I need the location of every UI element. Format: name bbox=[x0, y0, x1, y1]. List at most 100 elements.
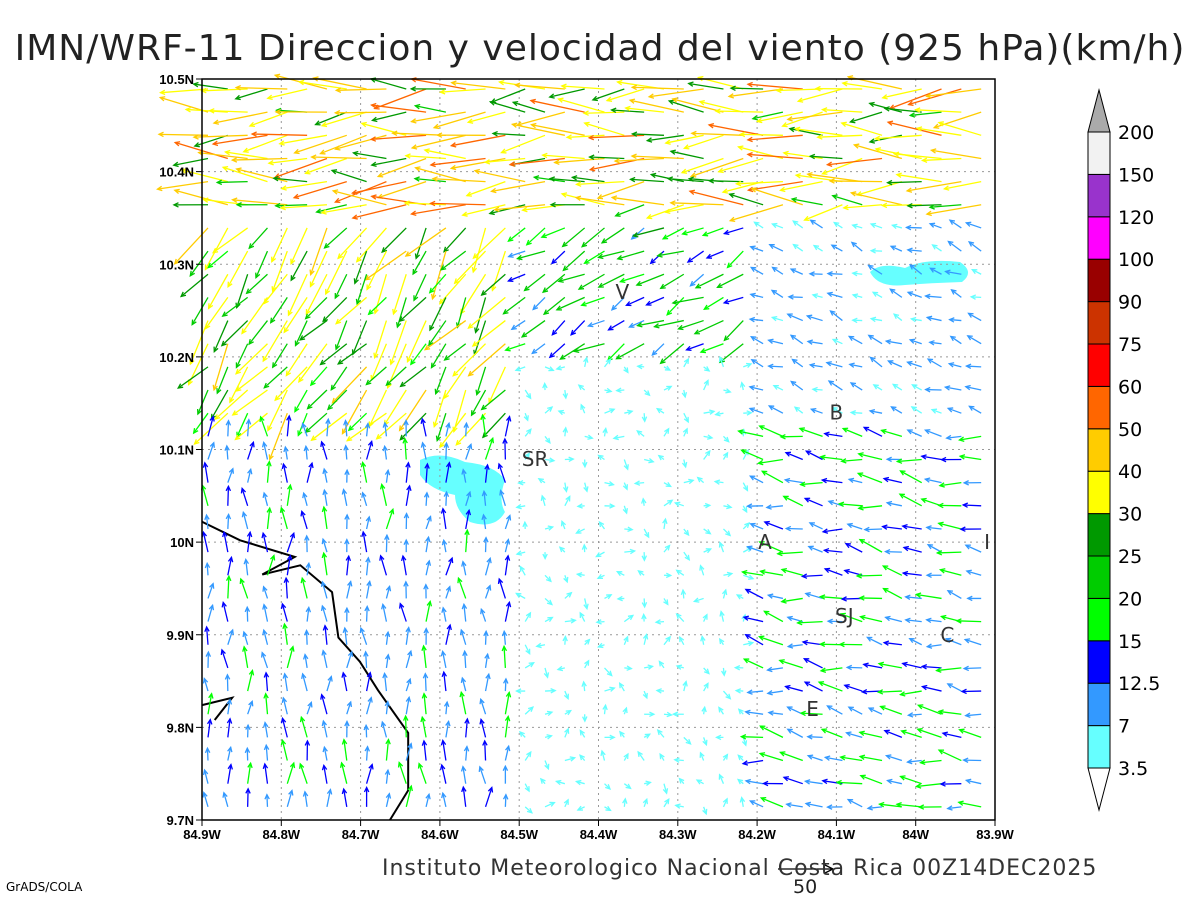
wind-arrow bbox=[443, 441, 450, 460]
wind-arrow bbox=[800, 573, 823, 579]
wind-arrow bbox=[937, 709, 962, 715]
wind-arrow bbox=[781, 111, 823, 128]
wind-arrow bbox=[582, 459, 588, 469]
wind-arrow bbox=[653, 319, 684, 329]
wind-arrow bbox=[365, 763, 374, 784]
wind-arrow bbox=[563, 798, 569, 808]
wind-arrow bbox=[405, 742, 413, 761]
wind-arrow bbox=[584, 434, 594, 440]
y-tick-label: 9.8N bbox=[167, 720, 194, 735]
wind-arrow bbox=[227, 467, 235, 483]
wind-arrow bbox=[655, 407, 665, 414]
wind-arrow bbox=[624, 665, 633, 671]
wind-arrow bbox=[692, 597, 704, 603]
wind-arrow bbox=[572, 343, 605, 353]
wind-arrow bbox=[376, 181, 427, 199]
wind-arrow bbox=[728, 204, 784, 223]
wind-arrow bbox=[465, 181, 506, 197]
wind-arrow bbox=[901, 524, 922, 530]
wind-arrow bbox=[241, 510, 249, 530]
wind-arrow bbox=[700, 635, 706, 645]
wind-arrow bbox=[623, 459, 629, 471]
wind-arrow bbox=[878, 801, 902, 808]
wind-arrow bbox=[767, 363, 783, 370]
wind-arrow bbox=[736, 778, 744, 785]
wind-arrow bbox=[722, 528, 732, 537]
wind-arrow bbox=[544, 710, 554, 717]
wind-arrow bbox=[402, 714, 409, 738]
wind-arrow bbox=[365, 440, 374, 460]
wind-arrow bbox=[675, 612, 685, 623]
wind-arrow bbox=[642, 797, 649, 808]
wind-arrow bbox=[776, 550, 803, 557]
wind-arrow bbox=[247, 440, 255, 460]
wind-arrow bbox=[920, 684, 942, 692]
wind-arrow bbox=[263, 721, 269, 738]
wind-arrow bbox=[331, 189, 387, 206]
wind-arrow bbox=[532, 175, 565, 183]
wind-arrow bbox=[212, 343, 229, 392]
wind-arrow bbox=[812, 244, 823, 252]
wind-arrow bbox=[838, 641, 863, 648]
wind-arrow bbox=[713, 479, 724, 485]
wind-arrow bbox=[350, 180, 407, 195]
wind-arrow bbox=[549, 201, 585, 208]
wind-arrow bbox=[409, 343, 427, 366]
wind-arrow bbox=[320, 580, 328, 599]
wind-arrow bbox=[701, 227, 724, 237]
wind-arrow bbox=[758, 541, 784, 553]
wind-arrow bbox=[748, 475, 764, 484]
wind-arrow bbox=[346, 580, 353, 599]
wind-arrow bbox=[333, 110, 387, 116]
wind-arrow bbox=[831, 194, 863, 206]
wind-arrow bbox=[783, 477, 803, 484]
wind-arrow bbox=[361, 530, 368, 553]
wind-arrow bbox=[906, 291, 922, 299]
wind-arrow bbox=[303, 628, 310, 645]
wind-arrow bbox=[689, 157, 744, 178]
wind-arrow bbox=[515, 592, 526, 600]
wind-arrow bbox=[872, 384, 883, 391]
wind-arrow bbox=[544, 406, 554, 414]
wind-arrow bbox=[729, 85, 764, 92]
wind-arrow bbox=[663, 797, 670, 808]
wind-arrow bbox=[964, 544, 982, 553]
wind-arrow bbox=[280, 180, 328, 191]
wind-arrow bbox=[851, 270, 863, 277]
wind-arrow bbox=[845, 664, 863, 671]
wind-arrow bbox=[889, 288, 903, 298]
wind-arrow bbox=[584, 638, 591, 646]
wind-arrow bbox=[431, 176, 486, 183]
wind-arrow bbox=[642, 690, 648, 700]
wind-arrow bbox=[885, 456, 902, 463]
wind-arrow bbox=[866, 805, 883, 811]
wind-arrow bbox=[664, 134, 704, 145]
wind-arrow bbox=[226, 717, 233, 738]
wind-arrow bbox=[826, 705, 843, 715]
wind-arrow bbox=[379, 554, 388, 576]
wind-arrow bbox=[577, 384, 586, 391]
wind-arrow bbox=[306, 461, 314, 483]
wind-arrow bbox=[241, 297, 269, 335]
wind-arrow bbox=[742, 658, 764, 669]
wind-arrow bbox=[262, 628, 269, 645]
wind-arrow bbox=[583, 356, 589, 368]
wind-arrow bbox=[906, 712, 922, 718]
wind-arrow bbox=[743, 574, 755, 580]
wind-arrow bbox=[202, 677, 209, 692]
wind-arrow bbox=[319, 343, 348, 366]
wind-arrow bbox=[266, 554, 276, 576]
wind-arrow bbox=[461, 468, 467, 483]
wind-arrow bbox=[844, 543, 863, 553]
wind-arrow bbox=[450, 80, 506, 90]
wind-arrow bbox=[583, 121, 625, 136]
wind-arrow bbox=[641, 598, 648, 609]
wind-arrow bbox=[455, 412, 487, 446]
wind-arrow bbox=[742, 505, 748, 514]
x-tick-label: 84.4W bbox=[580, 827, 618, 842]
wind-arrow bbox=[461, 785, 467, 807]
wind-arrow bbox=[544, 760, 550, 771]
wind-arrow bbox=[299, 715, 308, 738]
colorbar-label: 150 bbox=[1118, 164, 1154, 186]
wind-arrow bbox=[914, 592, 942, 600]
